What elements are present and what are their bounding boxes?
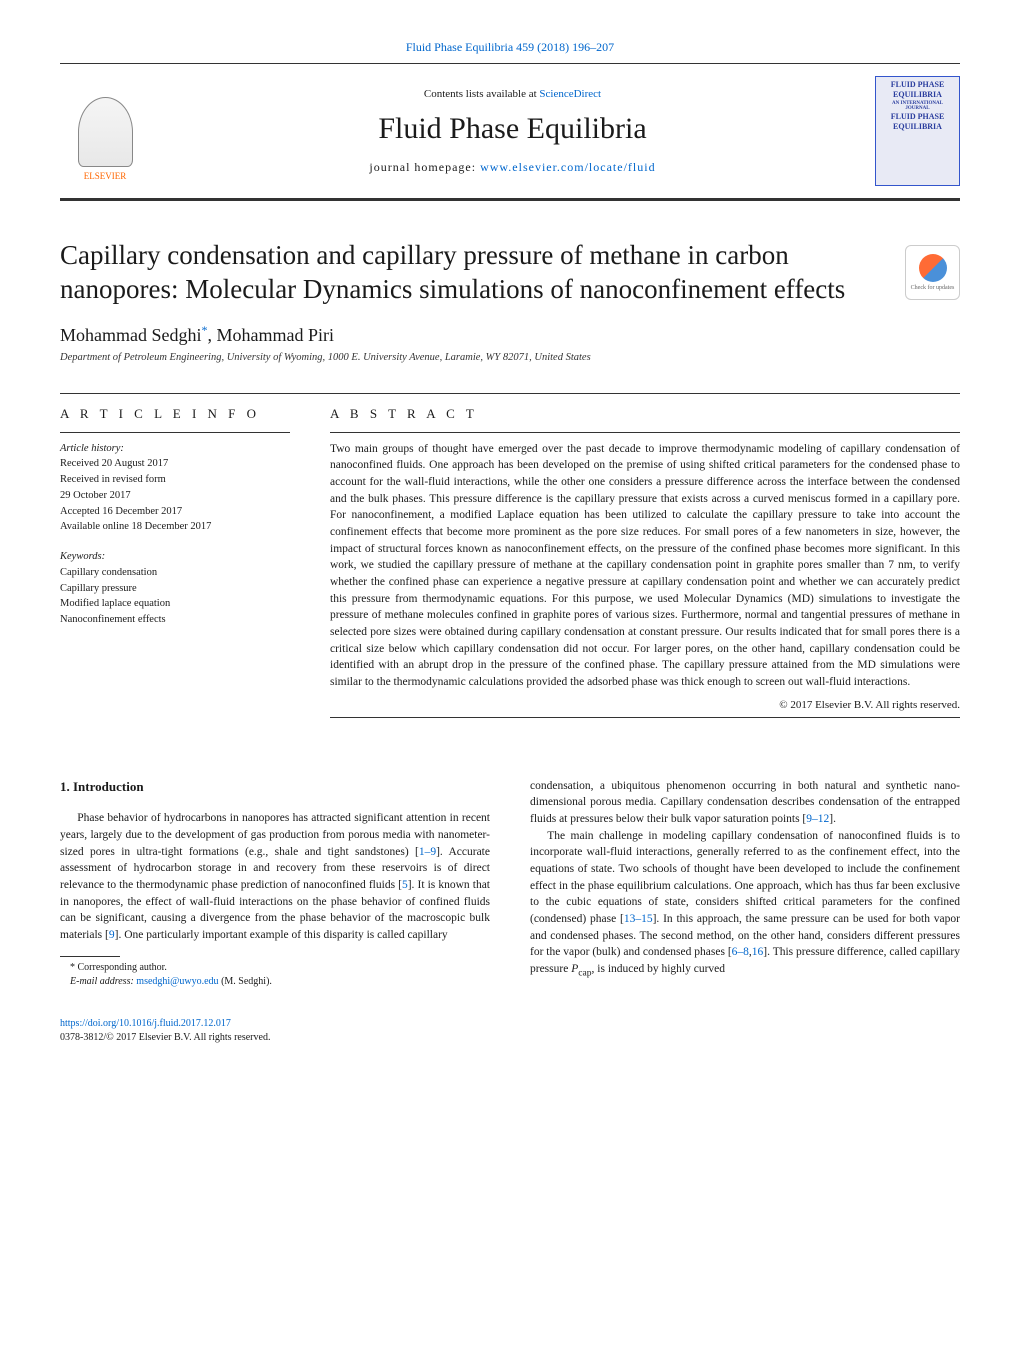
check-updates-label: Check for updates (911, 285, 955, 291)
received-date: Received 20 August 2017 (60, 456, 290, 472)
keywords-label: Keywords: (60, 549, 290, 565)
keyword-2: Capillary pressure (60, 581, 290, 597)
p3a: The main challenge in modeling capillary… (530, 830, 960, 925)
cover-text-5: EQUILIBRIA (880, 123, 955, 131)
author-2: , Mohammad Piri (208, 325, 335, 345)
accepted-date: Accepted 16 December 2017 (60, 504, 290, 520)
abstract-bottom-rule (330, 717, 960, 718)
crossmark-icon (919, 254, 947, 282)
journal-title: Fluid Phase Equilibria (150, 112, 875, 146)
header-bar: ELSEVIER Contents lists available at Sci… (60, 63, 960, 201)
publisher-name: ELSEVIER (84, 171, 127, 181)
page-footer: https://doi.org/10.1016/j.fluid.2017.12.… (60, 1017, 960, 1045)
affiliation: Department of Petroleum Engineering, Uni… (60, 352, 960, 363)
p2a: condensation, a ubiquitous phenomenon oc… (530, 780, 960, 825)
author-1: Mohammad Sedghi (60, 325, 202, 345)
cover-text-4: FLUID PHASE (880, 113, 955, 121)
abstract-text: Two main groups of thought have emerged … (330, 441, 960, 691)
cover-text-3: AN INTERNATIONAL JOURNAL (880, 101, 955, 111)
footnote-separator (60, 956, 120, 957)
ref-link-16[interactable]: 16 (752, 946, 764, 958)
header-center: Contents lists available at ScienceDirec… (150, 88, 875, 175)
p2b: ]. (829, 813, 836, 825)
keyword-1: Capillary condensation (60, 565, 290, 581)
homepage-link[interactable]: www.elsevier.com/locate/fluid (480, 160, 656, 174)
keyword-4: Nanoconfinement effects (60, 612, 290, 628)
elsevier-tree-icon (78, 97, 133, 167)
article-title: Capillary condensation and capillary pre… (60, 239, 885, 307)
online-date: Available online 18 December 2017 (60, 519, 290, 535)
p3d: , is induced by highly curved (592, 963, 726, 975)
journal-cover-thumbnail: FLUID PHASE EQUILIBRIA AN INTERNATIONAL … (875, 76, 960, 186)
check-updates-badge[interactable]: Check for updates (905, 245, 960, 300)
pcap-sub: cap (578, 967, 591, 978)
ref-link-1-9[interactable]: 1–9 (419, 846, 436, 858)
keyword-3: Modified laplace equation (60, 596, 290, 612)
intro-para-2: condensation, a ubiquitous phenomenon oc… (530, 778, 960, 828)
intro-heading: 1. Introduction (60, 778, 490, 797)
ref-link-9-12[interactable]: 9–12 (806, 813, 829, 825)
history-label: Article history: (60, 441, 290, 457)
revised-line1: Received in revised form (60, 472, 290, 488)
email-footnote: E-mail address: msedghi@uwyo.edu (M. Sed… (60, 975, 490, 989)
info-abstract-row: A R T I C L E I N F O Article history: R… (60, 393, 960, 718)
article-info-heading: A R T I C L E I N F O (60, 406, 290, 422)
contents-line: Contents lists available at ScienceDirec… (150, 88, 875, 100)
intro-para-3: The main challenge in modeling capillary… (530, 828, 960, 981)
ref-link-6-8[interactable]: 6–8 (732, 946, 749, 958)
ref-link-13-15[interactable]: 13–15 (624, 913, 653, 925)
abstract-heading: A B S T R A C T (330, 406, 960, 422)
email-suffix: (M. Sedghi). (219, 976, 272, 987)
keywords-block: Keywords: Capillary condensation Capilla… (60, 549, 290, 628)
corresponding-footnote: * Corresponding author. (60, 961, 490, 975)
sciencedirect-link[interactable]: ScienceDirect (539, 88, 601, 100)
publisher-logo: ELSEVIER (60, 81, 150, 181)
cover-text-1: FLUID PHASE (880, 81, 955, 89)
revised-line2: 29 October 2017 (60, 488, 290, 504)
email-link[interactable]: msedghi@uwyo.edu (136, 976, 218, 987)
contents-prefix: Contents lists available at (424, 88, 539, 100)
authors: Mohammad Sedghi*, Mohammad Piri (60, 323, 960, 346)
homepage-line: journal homepage: www.elsevier.com/locat… (150, 160, 875, 175)
article-info-column: A R T I C L E I N F O Article history: R… (60, 394, 290, 718)
homepage-prefix: journal homepage: (369, 160, 480, 174)
abstract-column: A B S T R A C T Two main groups of thoug… (330, 394, 960, 718)
intro-para-1: Phase behavior of hydrocarbons in nanopo… (60, 810, 490, 943)
doi-link[interactable]: https://doi.org/10.1016/j.fluid.2017.12.… (60, 1018, 231, 1029)
article-history: Article history: Received 20 August 2017… (60, 441, 290, 536)
title-row: Capillary condensation and capillary pre… (60, 239, 960, 307)
issn-copyright: 0378-3812/© 2017 Elsevier B.V. All right… (60, 1032, 270, 1043)
introduction-section: 1. Introduction Phase behavior of hydroc… (60, 778, 960, 989)
citation-header: Fluid Phase Equilibria 459 (2018) 196–20… (60, 40, 960, 55)
cover-text-2: EQUILIBRIA (880, 91, 955, 99)
copyright-line: © 2017 Elsevier B.V. All rights reserved… (330, 699, 960, 711)
citation-link[interactable]: Fluid Phase Equilibria 459 (2018) 196–20… (406, 40, 614, 54)
email-label: E-mail address: (70, 976, 136, 987)
p1d: ]. One particularly important example of… (115, 929, 448, 941)
